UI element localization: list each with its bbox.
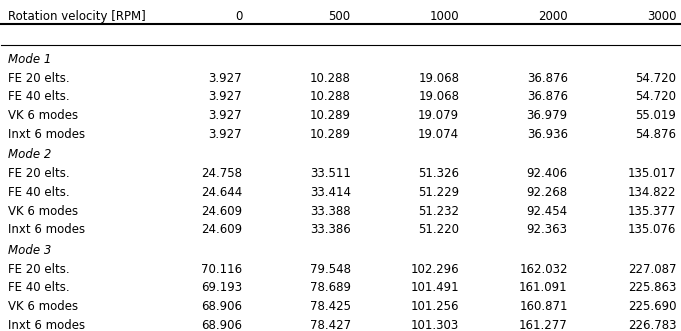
Text: FE 20 elts.: FE 20 elts. xyxy=(8,262,69,276)
Text: 225.690: 225.690 xyxy=(628,300,676,313)
Text: 3000: 3000 xyxy=(647,10,676,23)
Text: 68.906: 68.906 xyxy=(201,319,242,331)
Text: 135.377: 135.377 xyxy=(628,205,676,218)
Text: 36.936: 36.936 xyxy=(526,128,568,141)
Text: 92.363: 92.363 xyxy=(526,223,568,236)
Text: 33.386: 33.386 xyxy=(310,223,351,236)
Text: 78.427: 78.427 xyxy=(310,319,351,331)
Text: VK 6 modes: VK 6 modes xyxy=(8,300,78,313)
Text: 135.017: 135.017 xyxy=(628,167,676,180)
Text: FE 40 elts.: FE 40 elts. xyxy=(8,281,69,294)
Text: 2000: 2000 xyxy=(538,10,568,23)
Text: 101.491: 101.491 xyxy=(411,281,459,294)
Text: 70.116: 70.116 xyxy=(201,262,242,276)
Text: 226.783: 226.783 xyxy=(628,319,676,331)
Text: 51.220: 51.220 xyxy=(418,223,459,236)
Text: 51.229: 51.229 xyxy=(418,186,459,199)
Text: VK 6 modes: VK 6 modes xyxy=(8,205,78,218)
Text: 36.979: 36.979 xyxy=(526,109,568,122)
Text: 33.414: 33.414 xyxy=(310,186,351,199)
Text: 135.076: 135.076 xyxy=(628,223,676,236)
Text: 92.406: 92.406 xyxy=(526,167,568,180)
Text: 51.326: 51.326 xyxy=(418,167,459,180)
Text: FE 40 elts.: FE 40 elts. xyxy=(8,186,69,199)
Text: 24.644: 24.644 xyxy=(201,186,242,199)
Text: 54.720: 54.720 xyxy=(635,90,676,104)
Text: 33.511: 33.511 xyxy=(310,167,351,180)
Text: 101.303: 101.303 xyxy=(411,319,459,331)
Text: 19.068: 19.068 xyxy=(418,90,459,104)
Text: 134.822: 134.822 xyxy=(628,186,676,199)
Text: 78.425: 78.425 xyxy=(310,300,351,313)
Text: 69.193: 69.193 xyxy=(201,281,242,294)
Text: Inxt 6 modes: Inxt 6 modes xyxy=(8,223,85,236)
Text: 10.288: 10.288 xyxy=(310,90,351,104)
Text: 101.256: 101.256 xyxy=(411,300,459,313)
Text: 19.079: 19.079 xyxy=(418,109,459,122)
Text: 161.091: 161.091 xyxy=(519,281,568,294)
Text: 19.074: 19.074 xyxy=(418,128,459,141)
Text: 225.863: 225.863 xyxy=(628,281,676,294)
Text: 161.277: 161.277 xyxy=(519,319,568,331)
Text: 1000: 1000 xyxy=(430,10,459,23)
Text: FE 20 elts.: FE 20 elts. xyxy=(8,72,69,85)
Text: 3.927: 3.927 xyxy=(208,128,242,141)
Text: 0: 0 xyxy=(235,10,242,23)
Text: Mode 1: Mode 1 xyxy=(8,53,52,66)
Text: 10.288: 10.288 xyxy=(310,72,351,85)
Text: Inxt 6 modes: Inxt 6 modes xyxy=(8,128,85,141)
Text: 3.927: 3.927 xyxy=(208,72,242,85)
Text: 79.548: 79.548 xyxy=(310,262,351,276)
Text: 36.876: 36.876 xyxy=(526,72,568,85)
Text: FE 20 elts.: FE 20 elts. xyxy=(8,167,69,180)
Text: 78.689: 78.689 xyxy=(310,281,351,294)
Text: 24.609: 24.609 xyxy=(201,205,242,218)
Text: 102.296: 102.296 xyxy=(411,262,459,276)
Text: 55.019: 55.019 xyxy=(635,109,676,122)
Text: 227.087: 227.087 xyxy=(628,262,676,276)
Text: 24.609: 24.609 xyxy=(201,223,242,236)
Text: 68.906: 68.906 xyxy=(201,300,242,313)
Text: 10.289: 10.289 xyxy=(310,128,351,141)
Text: FE 40 elts.: FE 40 elts. xyxy=(8,90,69,104)
Text: 51.232: 51.232 xyxy=(418,205,459,218)
Text: 162.032: 162.032 xyxy=(519,262,568,276)
Text: VK 6 modes: VK 6 modes xyxy=(8,109,78,122)
Text: 10.289: 10.289 xyxy=(310,109,351,122)
Text: Inxt 6 modes: Inxt 6 modes xyxy=(8,319,85,331)
Text: Mode 2: Mode 2 xyxy=(8,148,52,161)
Text: 36.876: 36.876 xyxy=(526,90,568,104)
Text: 92.454: 92.454 xyxy=(526,205,568,218)
Text: 500: 500 xyxy=(328,10,351,23)
Text: 54.876: 54.876 xyxy=(635,128,676,141)
Text: 24.758: 24.758 xyxy=(201,167,242,180)
Text: 92.268: 92.268 xyxy=(526,186,568,199)
Text: 160.871: 160.871 xyxy=(519,300,568,313)
Text: Mode 3: Mode 3 xyxy=(8,244,52,257)
Text: 3.927: 3.927 xyxy=(208,90,242,104)
Text: 54.720: 54.720 xyxy=(635,72,676,85)
Text: 33.388: 33.388 xyxy=(310,205,351,218)
Text: Rotation velocity [RPM]: Rotation velocity [RPM] xyxy=(8,10,146,23)
Text: 3.927: 3.927 xyxy=(208,109,242,122)
Text: 19.068: 19.068 xyxy=(418,72,459,85)
